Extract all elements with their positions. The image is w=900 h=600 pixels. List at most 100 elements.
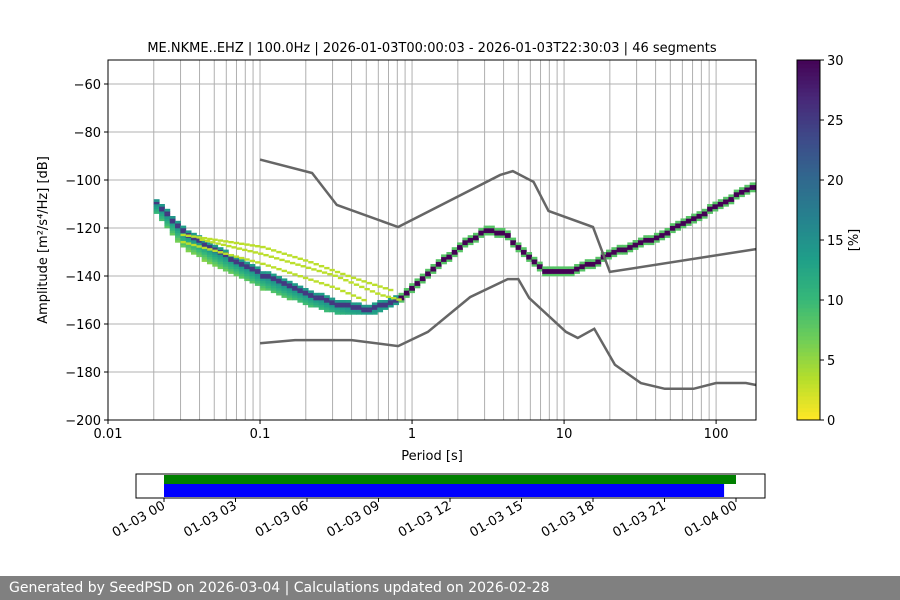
colorbar-segment bbox=[797, 220, 820, 225]
density-cell bbox=[659, 232, 666, 236]
density-cell bbox=[339, 304, 346, 308]
outlier-cell bbox=[191, 243, 197, 247]
outlier-cell bbox=[329, 268, 335, 272]
outlier-cell bbox=[281, 269, 287, 273]
density-cell bbox=[196, 252, 203, 255]
density-cell bbox=[355, 309, 362, 313]
density-cell bbox=[185, 232, 192, 236]
density-cell bbox=[276, 278, 282, 282]
density-cell bbox=[733, 196, 740, 200]
x-tick-label: 0.01 bbox=[94, 427, 123, 442]
density-cell bbox=[217, 264, 224, 267]
colorbar-segment bbox=[797, 152, 820, 157]
density-cell bbox=[457, 249, 463, 253]
colorbar-segment bbox=[797, 404, 820, 409]
density-cell bbox=[164, 211, 171, 214]
colorbar-segment bbox=[797, 288, 820, 293]
density-cell bbox=[345, 302, 352, 306]
density-cell bbox=[653, 240, 660, 243]
density-cell bbox=[292, 295, 298, 298]
density-cell bbox=[217, 266, 224, 270]
density-cell bbox=[302, 290, 309, 294]
density-cell bbox=[382, 302, 389, 306]
density-cell bbox=[409, 283, 415, 286]
density-cell bbox=[169, 223, 176, 226]
outlier-cell bbox=[252, 251, 259, 254]
colorbar-segment bbox=[797, 76, 820, 81]
density-cell bbox=[238, 261, 245, 265]
density-cell bbox=[159, 213, 165, 217]
colorbar-segment bbox=[797, 232, 820, 237]
density-cell bbox=[595, 261, 602, 265]
density-cell bbox=[691, 218, 697, 222]
density-cell bbox=[265, 273, 272, 277]
density-cell bbox=[467, 242, 474, 246]
density-cell bbox=[212, 259, 219, 262]
colorbar-segment bbox=[797, 124, 820, 129]
density-cell bbox=[324, 304, 330, 308]
density-cell bbox=[419, 273, 426, 277]
density-cell bbox=[175, 223, 181, 226]
colorbar-segment bbox=[797, 164, 820, 169]
density-cell bbox=[499, 230, 506, 234]
density-cell bbox=[653, 232, 660, 236]
density-cell bbox=[318, 300, 325, 303]
colorbar-segment bbox=[797, 392, 820, 397]
density-cell bbox=[622, 244, 628, 248]
outlier-cell bbox=[391, 296, 397, 300]
density-cell bbox=[254, 266, 261, 270]
colorbar-segment bbox=[797, 244, 820, 249]
colorbar-segment bbox=[797, 400, 820, 405]
density-cell bbox=[366, 304, 373, 308]
density-cell bbox=[425, 276, 431, 279]
outlier-cell bbox=[265, 264, 271, 267]
density-cell bbox=[180, 228, 187, 231]
outlier-cell bbox=[292, 255, 298, 259]
density-cell bbox=[191, 240, 197, 243]
density-cell bbox=[286, 292, 293, 296]
outlier-cell bbox=[385, 295, 392, 299]
density-cell bbox=[696, 218, 703, 222]
density-cell bbox=[675, 225, 682, 229]
density-cell bbox=[313, 302, 320, 306]
density-cell bbox=[339, 307, 346, 310]
density-cell bbox=[393, 300, 400, 303]
density-cell bbox=[217, 261, 224, 265]
density-cell bbox=[164, 220, 171, 224]
density-cell bbox=[664, 235, 671, 238]
density-cell bbox=[691, 213, 697, 217]
density-cell bbox=[164, 223, 171, 226]
density-cell bbox=[249, 278, 256, 282]
outlier-cell bbox=[180, 240, 186, 244]
density-cell bbox=[308, 297, 314, 301]
outlier-cell bbox=[180, 233, 186, 237]
density-cell bbox=[345, 309, 352, 313]
density-cell bbox=[308, 300, 314, 303]
density-cell bbox=[685, 220, 692, 224]
colorbar-segment bbox=[797, 416, 820, 421]
density-cell bbox=[206, 256, 213, 260]
density-cell bbox=[206, 261, 213, 265]
density-cell bbox=[355, 304, 362, 308]
density-cell bbox=[350, 302, 357, 306]
density-cell bbox=[286, 280, 293, 284]
density-cell bbox=[717, 201, 724, 205]
density-cell bbox=[478, 235, 485, 238]
density-cell bbox=[733, 189, 740, 193]
outlier-cell bbox=[324, 266, 330, 270]
colorbar-segment bbox=[797, 360, 820, 365]
x-tick-label: 100 bbox=[704, 427, 729, 442]
density-cell bbox=[281, 292, 288, 296]
density-cell bbox=[228, 261, 235, 265]
density-cell bbox=[265, 276, 272, 279]
density-cell bbox=[260, 276, 267, 279]
density-cell bbox=[217, 256, 224, 260]
density-cell bbox=[616, 252, 623, 255]
colorbar-segment bbox=[797, 380, 820, 385]
density-cell bbox=[664, 230, 671, 234]
density-cell bbox=[446, 254, 453, 258]
density-cell bbox=[574, 266, 580, 270]
density-cell bbox=[717, 206, 724, 210]
outlier-cell bbox=[207, 248, 213, 251]
density-cell bbox=[164, 213, 171, 217]
